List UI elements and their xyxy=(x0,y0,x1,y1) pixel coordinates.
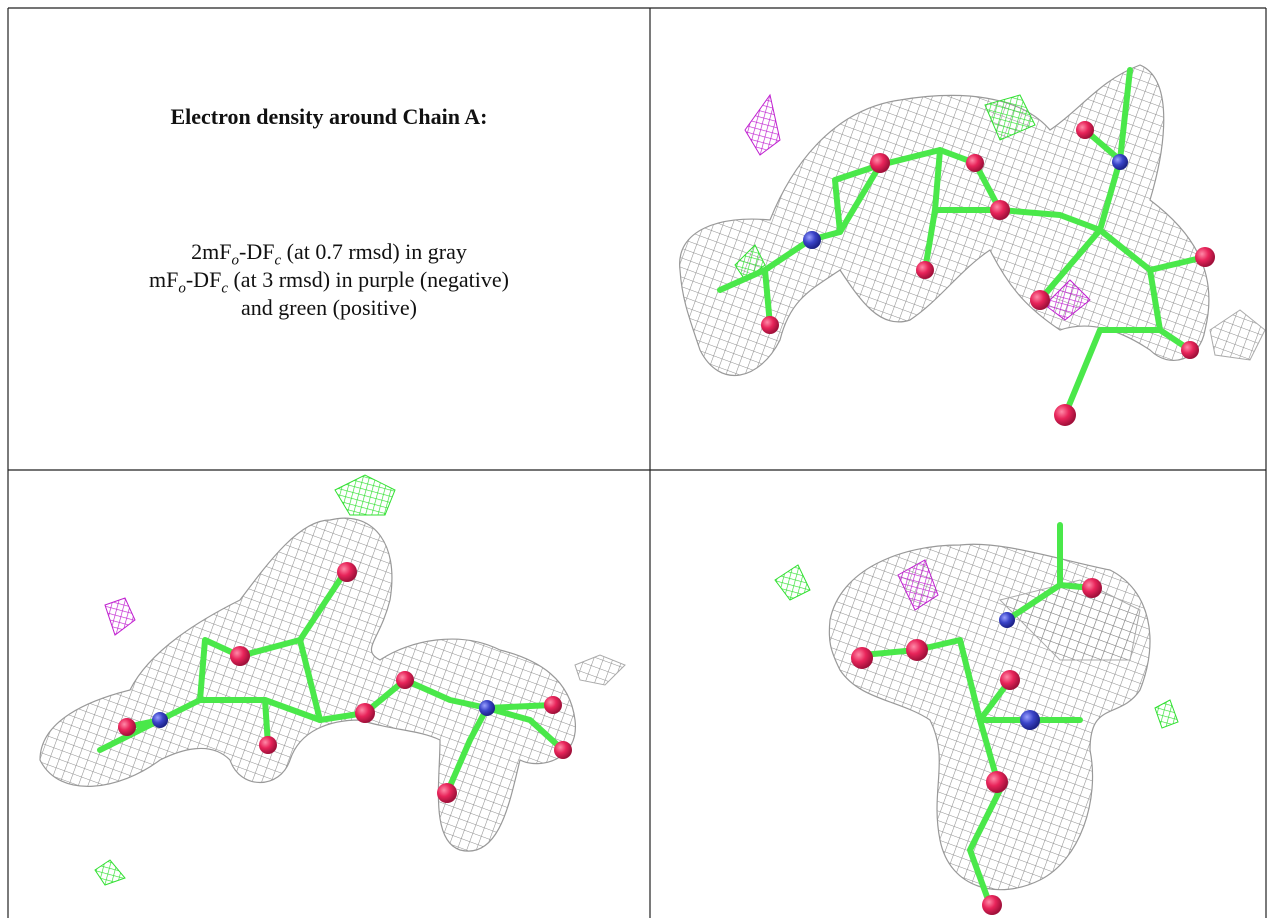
caption-cell: Electron density around Chain A: 2mFo-DF… xyxy=(8,8,650,470)
density-view-3 xyxy=(775,525,1178,915)
legend-text: 2mF xyxy=(191,239,231,264)
caption-title: Electron density around Chain A: xyxy=(8,104,650,130)
legend-text: mF xyxy=(149,267,178,292)
page: {"document": { "title": "Electron densit… xyxy=(0,0,1275,918)
legend-text: (at 0.7 rmsd) in gray xyxy=(281,239,467,264)
legend-line: 2mFo-DFc (at 0.7 rmsd) in gray xyxy=(8,238,650,266)
legend-text: -DF xyxy=(186,267,221,292)
caption-legend: 2mFo-DFc (at 0.7 rmsd) in gray mFo-DFc (… xyxy=(8,238,650,322)
subscript: o xyxy=(178,280,186,296)
density-view-2 xyxy=(40,475,625,885)
legend-text: -DF xyxy=(239,239,274,264)
legend-line: mFo-DFc (at 3 rmsd) in purple (negative) xyxy=(8,266,650,294)
legend-line: and green (positive) xyxy=(8,294,650,322)
subscript: c xyxy=(221,280,228,296)
legend-text: and green (positive) xyxy=(241,295,417,320)
density-view-1 xyxy=(680,65,1265,426)
legend-text: (at 3 rmsd) in purple (negative) xyxy=(228,267,509,292)
